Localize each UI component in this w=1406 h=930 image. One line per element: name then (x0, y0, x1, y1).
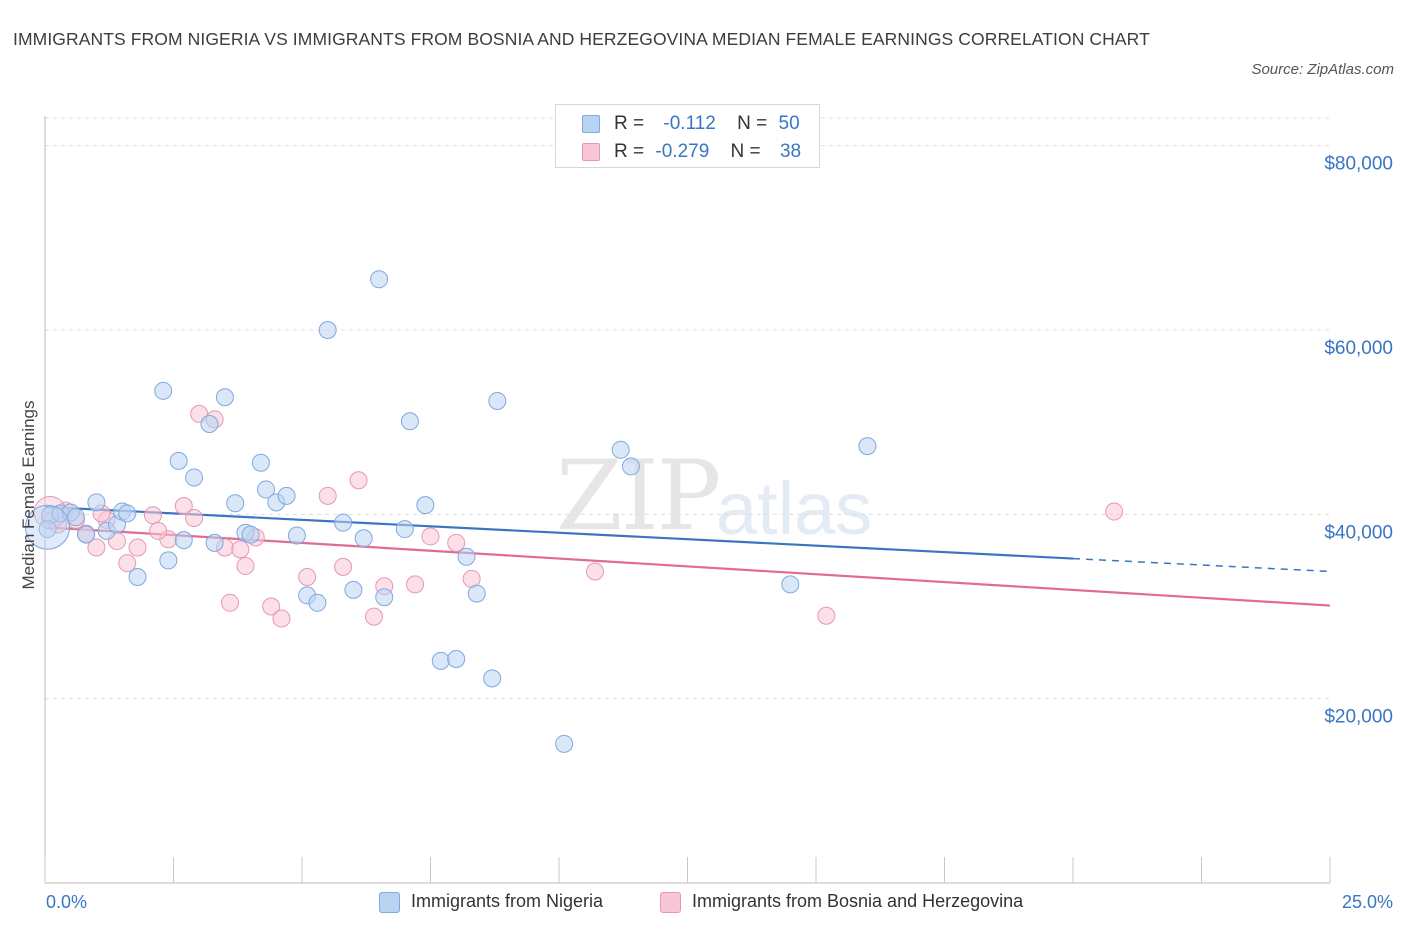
point-nigeria-31 (370, 270, 389, 289)
point-bosnia-18 (236, 556, 255, 575)
bottom-legend-label-bosnia: Immigrants from Bosnia and Herzegovina (692, 891, 1024, 911)
y-tick-label-2: $60,000 (1324, 338, 1393, 359)
point-bosnia-7 (118, 554, 137, 573)
point-nigeria-38 (457, 547, 476, 566)
point-bosnia-24 (334, 557, 353, 576)
series-nigeria-points (25, 270, 877, 753)
point-nigeria-12 (174, 531, 193, 550)
point-nigeria-45 (781, 575, 800, 594)
point-nigeria-47 (38, 520, 57, 539)
legend-r-value-bosnia: -0.279 (655, 141, 710, 162)
point-nigeria-35 (416, 496, 435, 515)
point-bosnia-25 (349, 471, 368, 490)
point-nigeria-11 (169, 451, 188, 470)
point-nigeria-40 (483, 669, 502, 688)
point-nigeria-23 (277, 486, 296, 505)
point-nigeria-30 (354, 529, 373, 548)
point-nigeria-20 (251, 453, 270, 472)
legend-swatch-nigeria (582, 115, 600, 133)
point-bosnia-28 (406, 575, 425, 594)
correlation-legend: R = -0.112 N = 50 R = -0.279 N = 38 (555, 104, 820, 168)
point-bosnia-29 (421, 527, 440, 546)
trend-line-nigeria-extension (1072, 557, 1331, 573)
point-nigeria-24 (287, 526, 306, 545)
bottom-legend-swatch-nigeria (379, 892, 400, 913)
point-bosnia-23 (318, 486, 337, 505)
point-bosnia-20 (262, 597, 281, 616)
point-bosnia-30 (447, 533, 466, 552)
y-tick-label-3: $80,000 (1324, 154, 1393, 175)
point-nigeria-46 (858, 437, 877, 456)
point-nigeria-33 (395, 520, 414, 539)
point-bosnia-8 (128, 538, 147, 557)
point-bosnia-33 (817, 606, 836, 625)
point-nigeria-43 (611, 440, 630, 459)
grid-lines (45, 117, 1330, 700)
point-nigeria-27 (318, 320, 337, 339)
x-tick-label-0: 0.0% (46, 892, 87, 912)
point-nigeria-8 (128, 568, 147, 586)
point-nigeria-39 (467, 584, 486, 603)
point-bosnia-11 (174, 497, 193, 516)
y-tick-label-0: $20,000 (1324, 707, 1393, 728)
point-nigeria-42 (555, 734, 574, 753)
point-nigeria-cluster (25, 504, 71, 550)
source-label: Source: ZipAtlas.com (1251, 61, 1394, 78)
point-bosnia-21 (272, 609, 291, 628)
point-nigeria-14 (200, 415, 219, 433)
point-nigeria-49 (118, 504, 137, 523)
y-tick-label-1: $40,000 (1324, 522, 1393, 543)
legend-n-label: N = (737, 113, 768, 134)
point-nigeria-41 (488, 391, 507, 410)
legend-n-value-nigeria: 50 (778, 113, 800, 134)
tick-labels: $20,000 $40,000 $60,000 $80,000 0.0% 25.0% (46, 154, 1393, 912)
point-nigeria-15 (205, 533, 224, 552)
legend-swatch-bosnia (582, 143, 600, 161)
point-nigeria-48 (66, 508, 85, 527)
point-nigeria-13 (185, 468, 204, 487)
series-bosnia-points (33, 404, 1124, 628)
point-bosnia-37 (149, 521, 168, 540)
point-nigeria-21 (257, 480, 276, 499)
point-nigeria-28 (334, 513, 353, 532)
legend-n-label: N = (730, 141, 761, 162)
point-nigeria-19 (241, 525, 260, 544)
point-nigeria-10 (159, 551, 178, 570)
legend-r-label: R = (614, 113, 645, 134)
point-nigeria-9 (154, 381, 173, 400)
point-bosnia-32 (585, 562, 604, 581)
watermark-atlas: atlas (716, 467, 873, 550)
point-bosnia-22 (298, 568, 317, 586)
point-bosnia-17 (231, 540, 250, 559)
legend-r-value-nigeria: -0.112 (663, 113, 716, 134)
trend-line-nigeria (44, 505, 1074, 560)
point-bosnia-26 (364, 607, 383, 626)
point-nigeria-4 (87, 493, 106, 512)
chart-title: IMMIGRANTS FROM NIGERIA VS IMMIGRANTS FR… (13, 29, 1150, 49)
point-bosnia-4 (87, 538, 106, 557)
legend-n-value-bosnia: 38 (779, 141, 802, 162)
point-nigeria-26 (308, 593, 327, 612)
point-bosnia-16 (221, 593, 240, 612)
point-nigeria-3 (77, 525, 96, 544)
point-nigeria-17 (226, 494, 245, 513)
point-bosnia-9 (143, 506, 162, 525)
point-nigeria-32 (375, 588, 394, 607)
point-nigeria-29 (344, 580, 363, 599)
point-bosnia-34 (1105, 502, 1124, 521)
legend-r-label: R = (614, 141, 645, 162)
bottom-legend-label-nigeria: Immigrants from Nigeria (411, 891, 604, 911)
bottom-legend-swatch-bosnia (660, 892, 681, 913)
point-nigeria-44 (621, 457, 640, 476)
point-bosnia-12 (185, 509, 204, 528)
point-nigeria-34 (400, 412, 419, 431)
point-nigeria-36 (431, 651, 450, 670)
x-tick-label-1: 25.0% (1342, 892, 1393, 912)
point-nigeria-16 (215, 388, 234, 407)
point-nigeria-37 (447, 650, 466, 669)
y-axis-label: Median Female Earnings (19, 401, 38, 590)
axes (44, 116, 1331, 884)
